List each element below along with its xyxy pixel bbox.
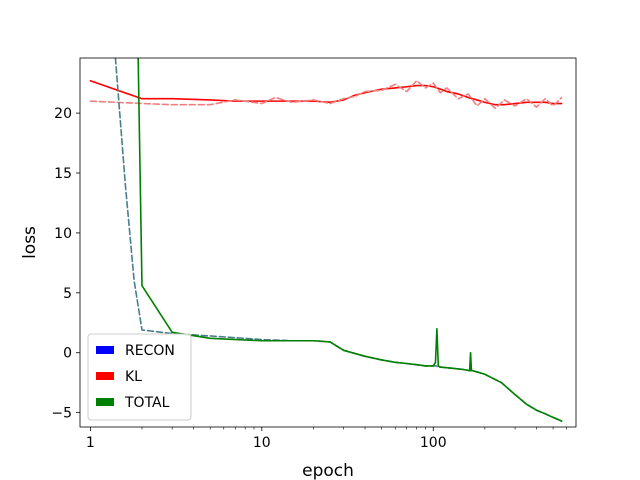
y-axis: −5 0 5 10 15 20	[51, 106, 80, 422]
y-tick-label: 0	[63, 346, 72, 362]
y-tick-label: 5	[63, 286, 72, 302]
x-tick-label: 1	[86, 435, 95, 451]
y-tick-label: 10	[54, 226, 72, 242]
legend-swatch-recon	[96, 346, 114, 354]
x-tick-label: 100	[420, 435, 447, 451]
legend-swatch-kl	[96, 372, 114, 380]
y-tick-label: −5	[51, 406, 72, 422]
legend-label-recon: RECON	[125, 343, 175, 359]
y-tick-label: 15	[54, 166, 72, 182]
plot-frame	[79, 57, 577, 428]
legend-swatch-total	[96, 398, 114, 406]
legend: RECON KL TOTAL	[87, 333, 192, 421]
series-line-kl-val	[89, 79, 563, 110]
x-axis-title: epoch	[302, 461, 354, 480]
legend-label-total: TOTAL	[124, 395, 170, 411]
x-axis: 1 10 100	[86, 427, 567, 451]
y-axis-title: loss	[20, 226, 40, 259]
series-layer	[89, 58, 563, 422]
series-line-total	[137, 58, 563, 422]
y-tick-label: 20	[54, 106, 72, 122]
x-tick-label: 10	[253, 435, 271, 451]
series-line-kl	[89, 79, 563, 106]
legend-label-kl: KL	[125, 369, 142, 385]
